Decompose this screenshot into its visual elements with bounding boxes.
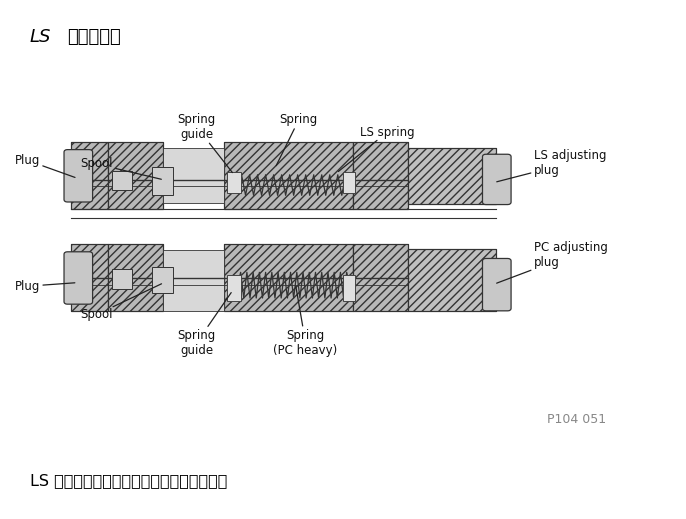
Text: LS: LS: [30, 29, 51, 46]
Text: Plug: Plug: [15, 280, 75, 293]
Bar: [407, 249, 496, 311]
Text: Spool: Spool: [80, 284, 161, 321]
Text: 控制剖视图: 控制剖视图: [67, 29, 121, 46]
Text: Spring
(PC heavy): Spring (PC heavy): [274, 286, 338, 357]
Bar: [224, 142, 353, 209]
Text: Spool: Spool: [80, 157, 161, 179]
Text: Spring: Spring: [276, 113, 318, 166]
Bar: [407, 147, 496, 204]
FancyBboxPatch shape: [64, 252, 93, 304]
Bar: [108, 142, 163, 209]
Bar: [71, 142, 108, 209]
Bar: [108, 244, 163, 311]
FancyBboxPatch shape: [64, 149, 93, 202]
Bar: [224, 244, 353, 311]
Text: P104 051: P104 051: [547, 413, 606, 427]
Bar: [163, 250, 224, 311]
Bar: [353, 244, 407, 311]
Bar: [112, 269, 132, 289]
Bar: [108, 244, 163, 311]
Bar: [163, 148, 224, 203]
Text: LS spring: LS spring: [338, 126, 414, 171]
Bar: [353, 142, 407, 209]
Text: LS 阀芯移动将系统压力与伺服活塞腔相连通: LS 阀芯移动将系统压力与伺服活塞腔相连通: [30, 473, 227, 488]
Text: PC adjusting
plug: PC adjusting plug: [497, 241, 607, 283]
Bar: [71, 244, 108, 311]
Bar: [353, 244, 407, 311]
FancyBboxPatch shape: [482, 154, 511, 204]
Text: LS adjusting
plug: LS adjusting plug: [497, 149, 606, 182]
Bar: [112, 171, 132, 190]
Bar: [227, 275, 241, 301]
Bar: [71, 142, 108, 209]
Bar: [343, 275, 355, 301]
Bar: [407, 147, 496, 204]
Text: Spring
guide: Spring guide: [178, 113, 233, 173]
Bar: [108, 142, 163, 209]
Bar: [407, 249, 496, 311]
Bar: [152, 267, 173, 293]
Bar: [227, 172, 241, 193]
Bar: [224, 244, 353, 311]
Bar: [353, 142, 407, 209]
Bar: [71, 244, 108, 311]
Bar: [224, 142, 353, 209]
Text: Spring
guide: Spring guide: [178, 293, 231, 357]
FancyBboxPatch shape: [482, 258, 511, 311]
Bar: [152, 167, 173, 195]
Text: Plug: Plug: [15, 154, 75, 177]
Bar: [343, 172, 355, 193]
